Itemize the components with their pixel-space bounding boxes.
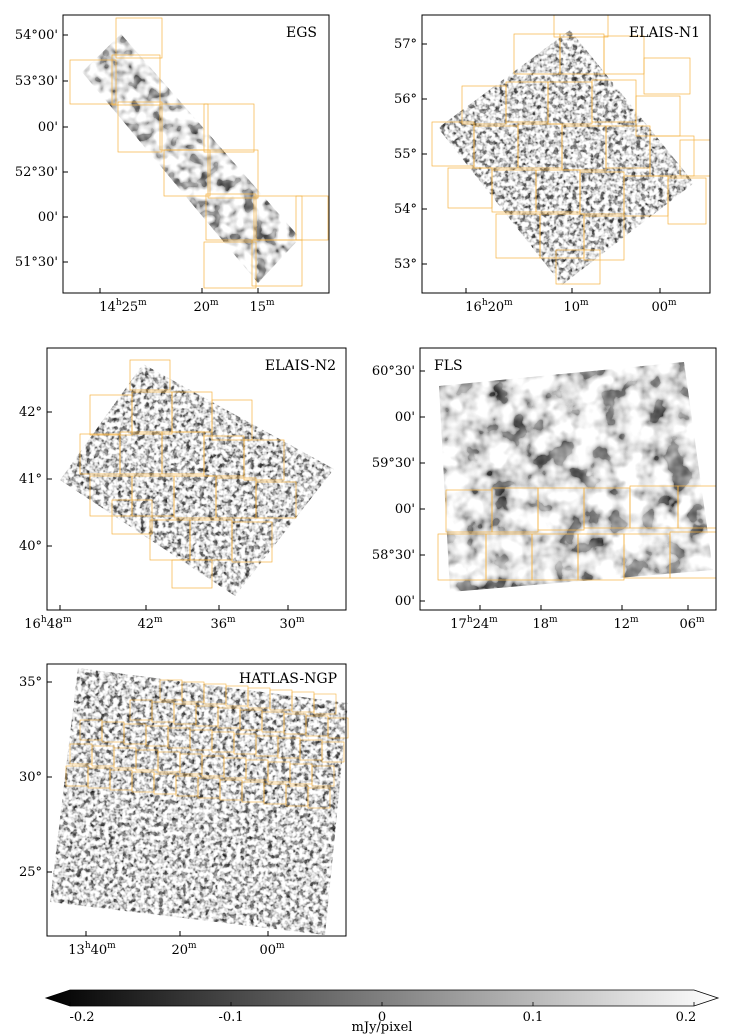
colorbar: -0.2 -0.1 0 0.1 0.2 mJy/pixel xyxy=(44,989,720,1034)
hatlas-ngp-panel-title: HATLAS-NGP xyxy=(239,671,337,687)
colorbar-label: mJy/pixel xyxy=(352,1020,413,1034)
y-tick-label: 54° xyxy=(394,202,417,217)
egs-map xyxy=(82,34,300,283)
x-tick-label: 13h40m xyxy=(68,941,116,958)
colorbar-tick-labels: -0.2 -0.1 0 0.1 0.2 xyxy=(69,1010,696,1025)
elais-n2-y-tick-labels: 42° 41° 40° xyxy=(19,405,42,554)
x-tick-label: 20m xyxy=(171,941,197,958)
elais-n1-tile-footprints xyxy=(431,14,711,285)
y-tick-label: 42° xyxy=(19,405,42,420)
fls-panel-title: FLS xyxy=(434,358,463,374)
x-tick-label: 14h25m xyxy=(99,298,147,315)
colorbar-tick-label: -0.2 xyxy=(69,1010,94,1025)
y-tick-label: 00' xyxy=(38,120,58,135)
y-tick-label: 35° xyxy=(19,675,42,690)
y-tick-label: 54°00' xyxy=(15,28,58,43)
fls-y-tick-labels: 60°30' 00' 59°30' 00' 58°30' 00' xyxy=(372,364,415,609)
colorbar-ticks xyxy=(69,1002,695,1006)
hatlas-ngp-tile-footprints xyxy=(65,679,349,809)
x-tick-label: 42m xyxy=(137,615,163,632)
fls-ticks xyxy=(420,370,689,610)
egs-panel-title: EGS xyxy=(286,25,317,41)
x-tick-label: 12m xyxy=(613,615,639,632)
fls-axes-frame xyxy=(419,347,717,611)
egs-y-tick-labels: 54°00' 53°30' 00' 52°30' 00' 51°30' xyxy=(15,28,58,270)
colorbar-tick-label: 0.2 xyxy=(676,1010,697,1025)
y-tick-label: 57° xyxy=(394,37,417,52)
panel-elais-n1: ELAIS-N1 57° 56° 55° 54° 53° 16h20m 10m … xyxy=(394,14,711,315)
x-tick-label: 00m xyxy=(259,941,285,958)
egs-tile-footprints xyxy=(69,17,329,289)
elais-n2-tile-footprints xyxy=(79,359,297,589)
y-tick-label: 56° xyxy=(394,92,417,107)
y-tick-label: 30° xyxy=(19,770,42,785)
elais-n1-y-tick-labels: 57° 56° 55° 54° 53° xyxy=(394,37,417,272)
y-tick-label: 00' xyxy=(38,210,58,225)
y-tick-label: 25° xyxy=(19,865,42,880)
elais-n2-map xyxy=(60,364,334,596)
x-tick-label: 16h48m xyxy=(24,615,72,632)
y-tick-label: 53°30' xyxy=(15,74,58,89)
egs-x-tick-labels: 14h25m 20m 15m xyxy=(99,298,275,315)
fls-map xyxy=(439,362,713,592)
panel-hatlas-ngp: HATLAS-NGP 35° 30° 25° 13h40m 20m 00m xyxy=(19,663,349,958)
colorbar-tick-label: 0 xyxy=(378,1010,386,1025)
y-tick-label: 53° xyxy=(394,257,417,272)
panel-egs: EGS 54°00' 53°30' 00' 52°30' 00' 51°30' … xyxy=(15,14,330,315)
y-tick-label: 00' xyxy=(395,594,415,609)
elais-n1-x-tick-labels: 16h20m 10m 00m xyxy=(465,298,677,315)
x-tick-label: 16h20m xyxy=(465,298,513,315)
hatlas-ngp-y-tick-labels: 35° 30° 25° xyxy=(19,675,42,880)
y-tick-label: 41° xyxy=(19,472,42,487)
hatlas-ngp-map xyxy=(50,668,348,935)
y-tick-label: 59°30' xyxy=(372,456,415,471)
y-tick-label: 40° xyxy=(19,539,42,554)
elais-n1-panel-title: ELAIS-N1 xyxy=(629,25,700,41)
x-tick-label: 17h24m xyxy=(450,615,498,632)
elais-n1-map xyxy=(438,30,694,285)
x-tick-label: 20m xyxy=(193,298,219,315)
y-tick-label: 60°30' xyxy=(372,364,415,379)
x-tick-label: 10m xyxy=(563,298,589,315)
x-tick-label: 06m xyxy=(679,615,705,632)
colorbar-tick-label: 0.1 xyxy=(523,1010,544,1025)
elais-n1-ticks xyxy=(422,43,661,293)
y-tick-label: 52°30' xyxy=(15,165,58,180)
egs-ticks xyxy=(63,34,259,293)
x-tick-label: 15m xyxy=(249,298,275,315)
elais-n2-ticks xyxy=(47,411,289,610)
y-tick-label: 00' xyxy=(395,502,415,517)
x-tick-label: 30m xyxy=(279,615,305,632)
egs-axes-frame xyxy=(62,14,330,294)
x-tick-label: 36m xyxy=(210,615,236,632)
panel-elais-n2: ELAIS-N2 42° 41° 40° 16h48m 42m 36m 30m xyxy=(19,347,347,632)
y-tick-label: 58°30' xyxy=(372,548,415,563)
fls-x-tick-labels: 17h24m 18m 12m 06m xyxy=(450,615,705,632)
panel-fls: FLS 60°30' 00' 59°30' 00' 58°30' 00' 17h… xyxy=(372,347,717,632)
colorbar-tick-label: -0.1 xyxy=(218,1010,243,1025)
y-tick-label: 51°30' xyxy=(15,255,58,270)
elais-n2-panel-title: ELAIS-N2 xyxy=(265,358,336,374)
x-tick-label: 18m xyxy=(532,615,558,632)
y-tick-label: 55° xyxy=(394,147,417,162)
y-tick-label: 00' xyxy=(395,410,415,425)
elais-n2-x-tick-labels: 16h48m 42m 36m 30m xyxy=(24,615,305,632)
hatlas-ngp-x-tick-labels: 13h40m 20m 00m xyxy=(68,941,285,958)
x-tick-label: 00m xyxy=(651,298,677,315)
hatlas-ngp-ticks xyxy=(47,681,269,936)
hatlas-ngp-axes-frame xyxy=(46,663,347,937)
